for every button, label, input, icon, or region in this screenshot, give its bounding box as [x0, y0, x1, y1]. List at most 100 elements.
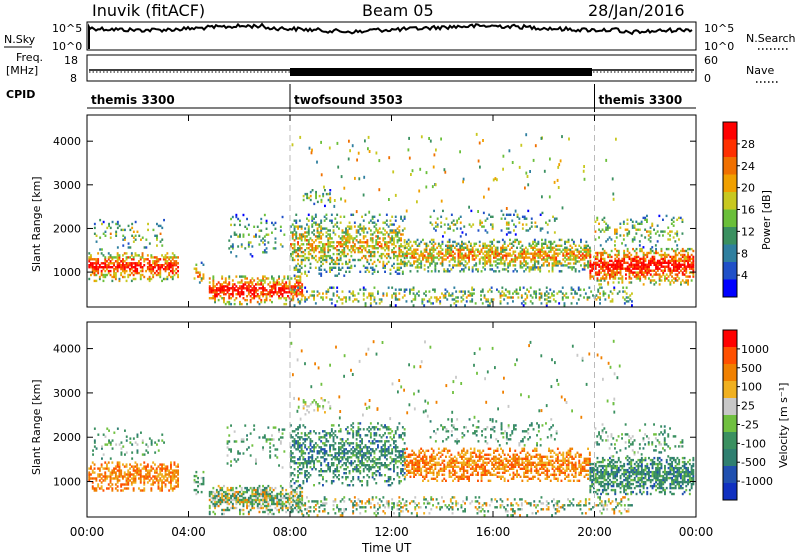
range-cell — [505, 252, 508, 255]
range-cell — [539, 256, 542, 259]
range-cell — [269, 508, 272, 512]
range-cell — [674, 277, 677, 280]
range-cell — [327, 249, 330, 252]
range-cell — [432, 250, 435, 253]
range-cell — [491, 264, 494, 267]
range-cell — [487, 290, 490, 293]
range-cell — [671, 269, 673, 272]
range-cell — [576, 256, 579, 259]
range-cell — [635, 265, 638, 268]
range-cell — [446, 240, 449, 244]
range-cell — [269, 289, 272, 292]
range-cell — [265, 506, 268, 510]
range-cell — [546, 254, 549, 257]
range-cell — [638, 228, 641, 231]
range-cell — [260, 298, 263, 302]
range-cell — [523, 258, 526, 261]
range-cell — [362, 227, 365, 230]
range-cell — [157, 449, 160, 452]
range-cell — [549, 248, 552, 251]
range-cell — [136, 262, 139, 265]
range-cell — [338, 252, 340, 256]
range-cell — [247, 243, 250, 246]
range-cell — [323, 227, 326, 230]
range-cell — [265, 221, 268, 225]
range-cell — [293, 442, 296, 445]
range-cell — [150, 443, 153, 446]
range-cell — [656, 259, 659, 263]
range-cell — [240, 243, 243, 246]
range-cell — [396, 256, 399, 260]
range-cell — [580, 264, 582, 267]
range-cell — [498, 258, 501, 261]
range-cell — [143, 487, 146, 490]
range-cell — [327, 239, 330, 242]
range-cell — [168, 258, 171, 261]
range-cell — [626, 228, 629, 231]
range-cell — [462, 290, 465, 293]
range-cell — [285, 488, 288, 492]
range-cell — [519, 254, 522, 257]
range-cell — [512, 240, 515, 244]
range-cell — [235, 215, 238, 219]
range-cell — [290, 508, 293, 512]
range-cell — [198, 281, 201, 284]
range-cell — [540, 136, 543, 140]
range-cell — [141, 467, 144, 470]
range-cell — [619, 226, 622, 229]
range-cell — [249, 291, 252, 294]
range-cell — [136, 465, 139, 468]
range-cell — [127, 473, 130, 476]
range-cell — [660, 279, 663, 282]
range-cell — [278, 297, 280, 300]
range-cell — [175, 267, 178, 271]
range-cell — [507, 223, 510, 226]
range-cell — [95, 477, 98, 480]
range-cell — [298, 237, 301, 240]
range-cell — [526, 256, 529, 259]
range-cell — [455, 242, 458, 245]
range-cell — [442, 209, 444, 213]
range-cell — [106, 475, 108, 478]
range-cell — [313, 241, 315, 244]
range-cell — [632, 267, 634, 270]
range-cell — [246, 486, 248, 490]
range-cell — [343, 237, 346, 240]
range-cell — [448, 248, 451, 251]
range-cell — [565, 248, 568, 251]
range-cell — [471, 256, 474, 259]
range-cell — [113, 431, 116, 434]
range-cell — [580, 246, 582, 249]
range-cell — [501, 294, 504, 297]
range-cell — [332, 252, 335, 256]
range-cell — [378, 159, 381, 163]
range-cell — [404, 244, 407, 247]
range-cell — [548, 250, 550, 253]
range-cell — [313, 250, 315, 254]
range-cell — [378, 302, 381, 305]
range-cell — [396, 254, 399, 258]
range-cell — [490, 290, 493, 293]
range-cell — [221, 275, 224, 278]
range-cell — [423, 254, 426, 257]
range-cell — [123, 269, 126, 273]
range-cell — [290, 288, 292, 291]
range-cell — [572, 250, 575, 253]
range-cell — [597, 288, 600, 291]
range-cell — [308, 196, 310, 200]
range-cell — [265, 494, 268, 498]
range-cell — [401, 252, 404, 256]
range-cell — [676, 244, 679, 247]
range-cell — [359, 227, 362, 230]
range-cell — [146, 277, 149, 281]
range-cell — [373, 298, 376, 301]
range-cell — [667, 267, 670, 270]
range-cell — [404, 262, 407, 265]
range-cell — [120, 264, 123, 267]
range-cell — [646, 230, 648, 233]
range-cell — [462, 264, 465, 267]
range-cell — [389, 223, 392, 226]
range-cell — [90, 262, 92, 265]
range-cell — [404, 254, 407, 257]
range-cell — [215, 504, 218, 508]
